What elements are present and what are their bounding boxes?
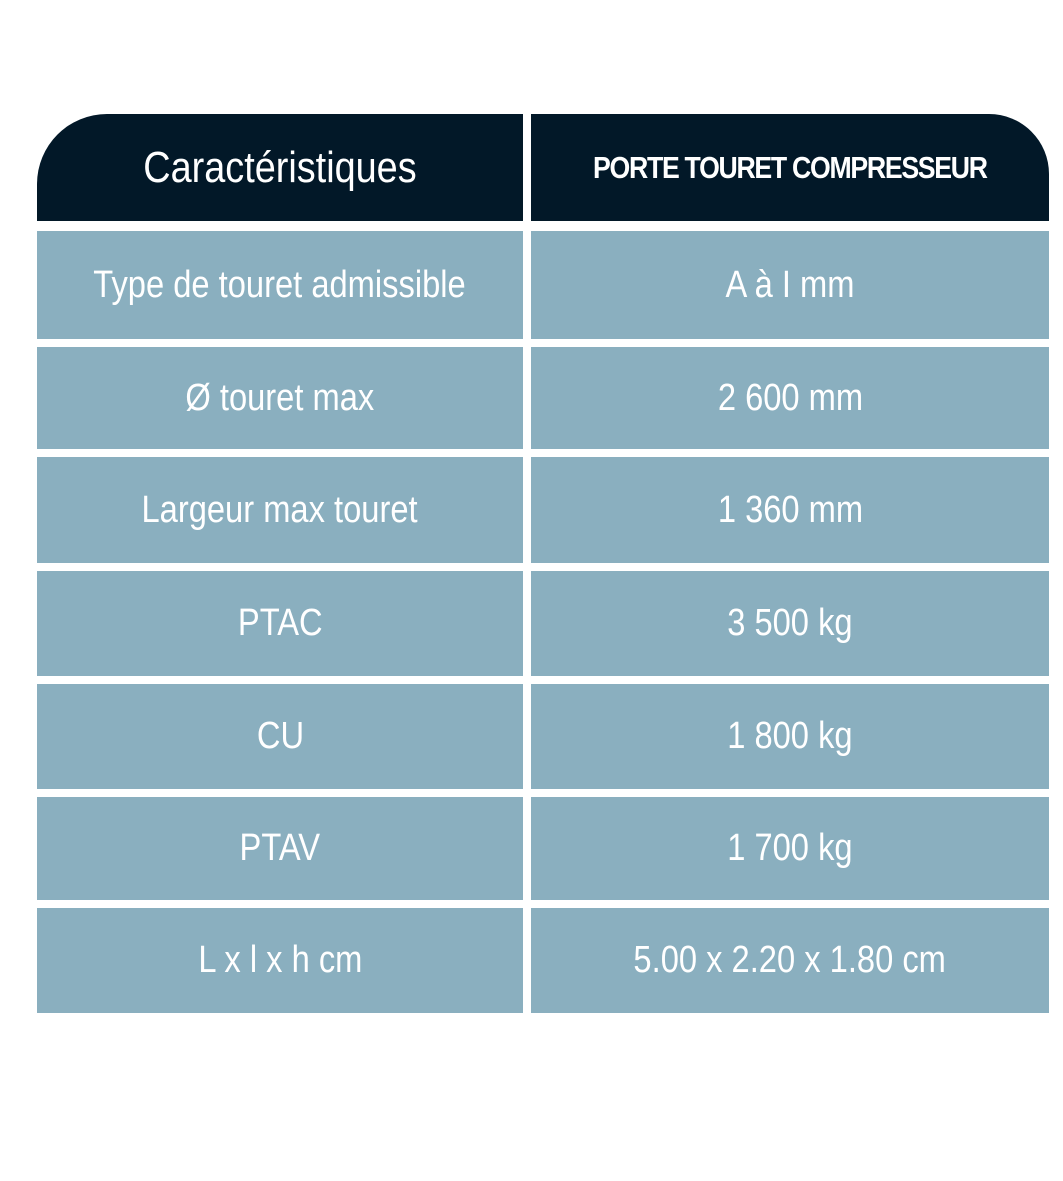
label-text: Ø touret max [185, 376, 375, 419]
value-text: 2 600 mm [717, 376, 863, 419]
table-row: Largeur max touret 1 360 mm [37, 457, 1049, 563]
table-row: Type de touret admissible A à I mm [37, 231, 1049, 339]
table-header: Caractéristiques PORTE TOURET COMPRESSEU… [37, 114, 1049, 221]
value-cell: 1 800 kg [531, 684, 1049, 789]
label-text: L x l x h cm [197, 939, 363, 981]
value-cell: A à I mm [531, 231, 1049, 339]
value-text: A à I mm [725, 263, 855, 306]
label-text: Largeur max touret [141, 488, 419, 531]
value-cell: 3 500 kg [531, 571, 1049, 676]
label-cell: Largeur max touret [37, 457, 523, 563]
value-text: 1 800 kg [727, 715, 853, 757]
label-cell: PTAV [37, 797, 523, 900]
table-row: PTAV 1 700 kg [37, 797, 1049, 900]
value-cell: 1 360 mm [531, 457, 1049, 563]
header-characteristics: Caractéristiques [37, 114, 523, 221]
label-cell: CU [37, 684, 523, 789]
table-row: PTAC 3 500 kg [37, 571, 1049, 676]
header-label: PORTE TOURET COMPRESSEUR [593, 149, 988, 185]
label-cell: L x l x h cm [37, 908, 523, 1013]
value-cell: 1 700 kg [531, 797, 1049, 900]
value-cell: 5.00 x 2.20 x 1.80 cm [531, 908, 1049, 1013]
value-text: 1 700 kg [727, 827, 853, 869]
label-text: Type de touret admissible [93, 263, 467, 306]
label-cell: PTAC [37, 571, 523, 676]
value-text: 1 360 mm [717, 488, 863, 531]
table-row: CU 1 800 kg [37, 684, 1049, 789]
label-text: CU [256, 715, 304, 757]
specs-table: Caractéristiques PORTE TOURET COMPRESSEU… [37, 114, 1049, 1021]
table-row: Ø touret max 2 600 mm [37, 347, 1049, 449]
header-label: Caractéristiques [143, 142, 417, 192]
label-text: PTAV [239, 827, 321, 869]
header-product: PORTE TOURET COMPRESSEUR [531, 114, 1049, 221]
value-text: 3 500 kg [727, 602, 853, 644]
label-cell: Ø touret max [37, 347, 523, 449]
label-text: PTAC [237, 602, 323, 644]
label-cell: Type de touret admissible [37, 231, 523, 339]
value-cell: 2 600 mm [531, 347, 1049, 449]
value-text: 5.00 x 2.20 x 1.80 cm [633, 939, 947, 981]
table-row: L x l x h cm 5.00 x 2.20 x 1.80 cm [37, 908, 1049, 1013]
